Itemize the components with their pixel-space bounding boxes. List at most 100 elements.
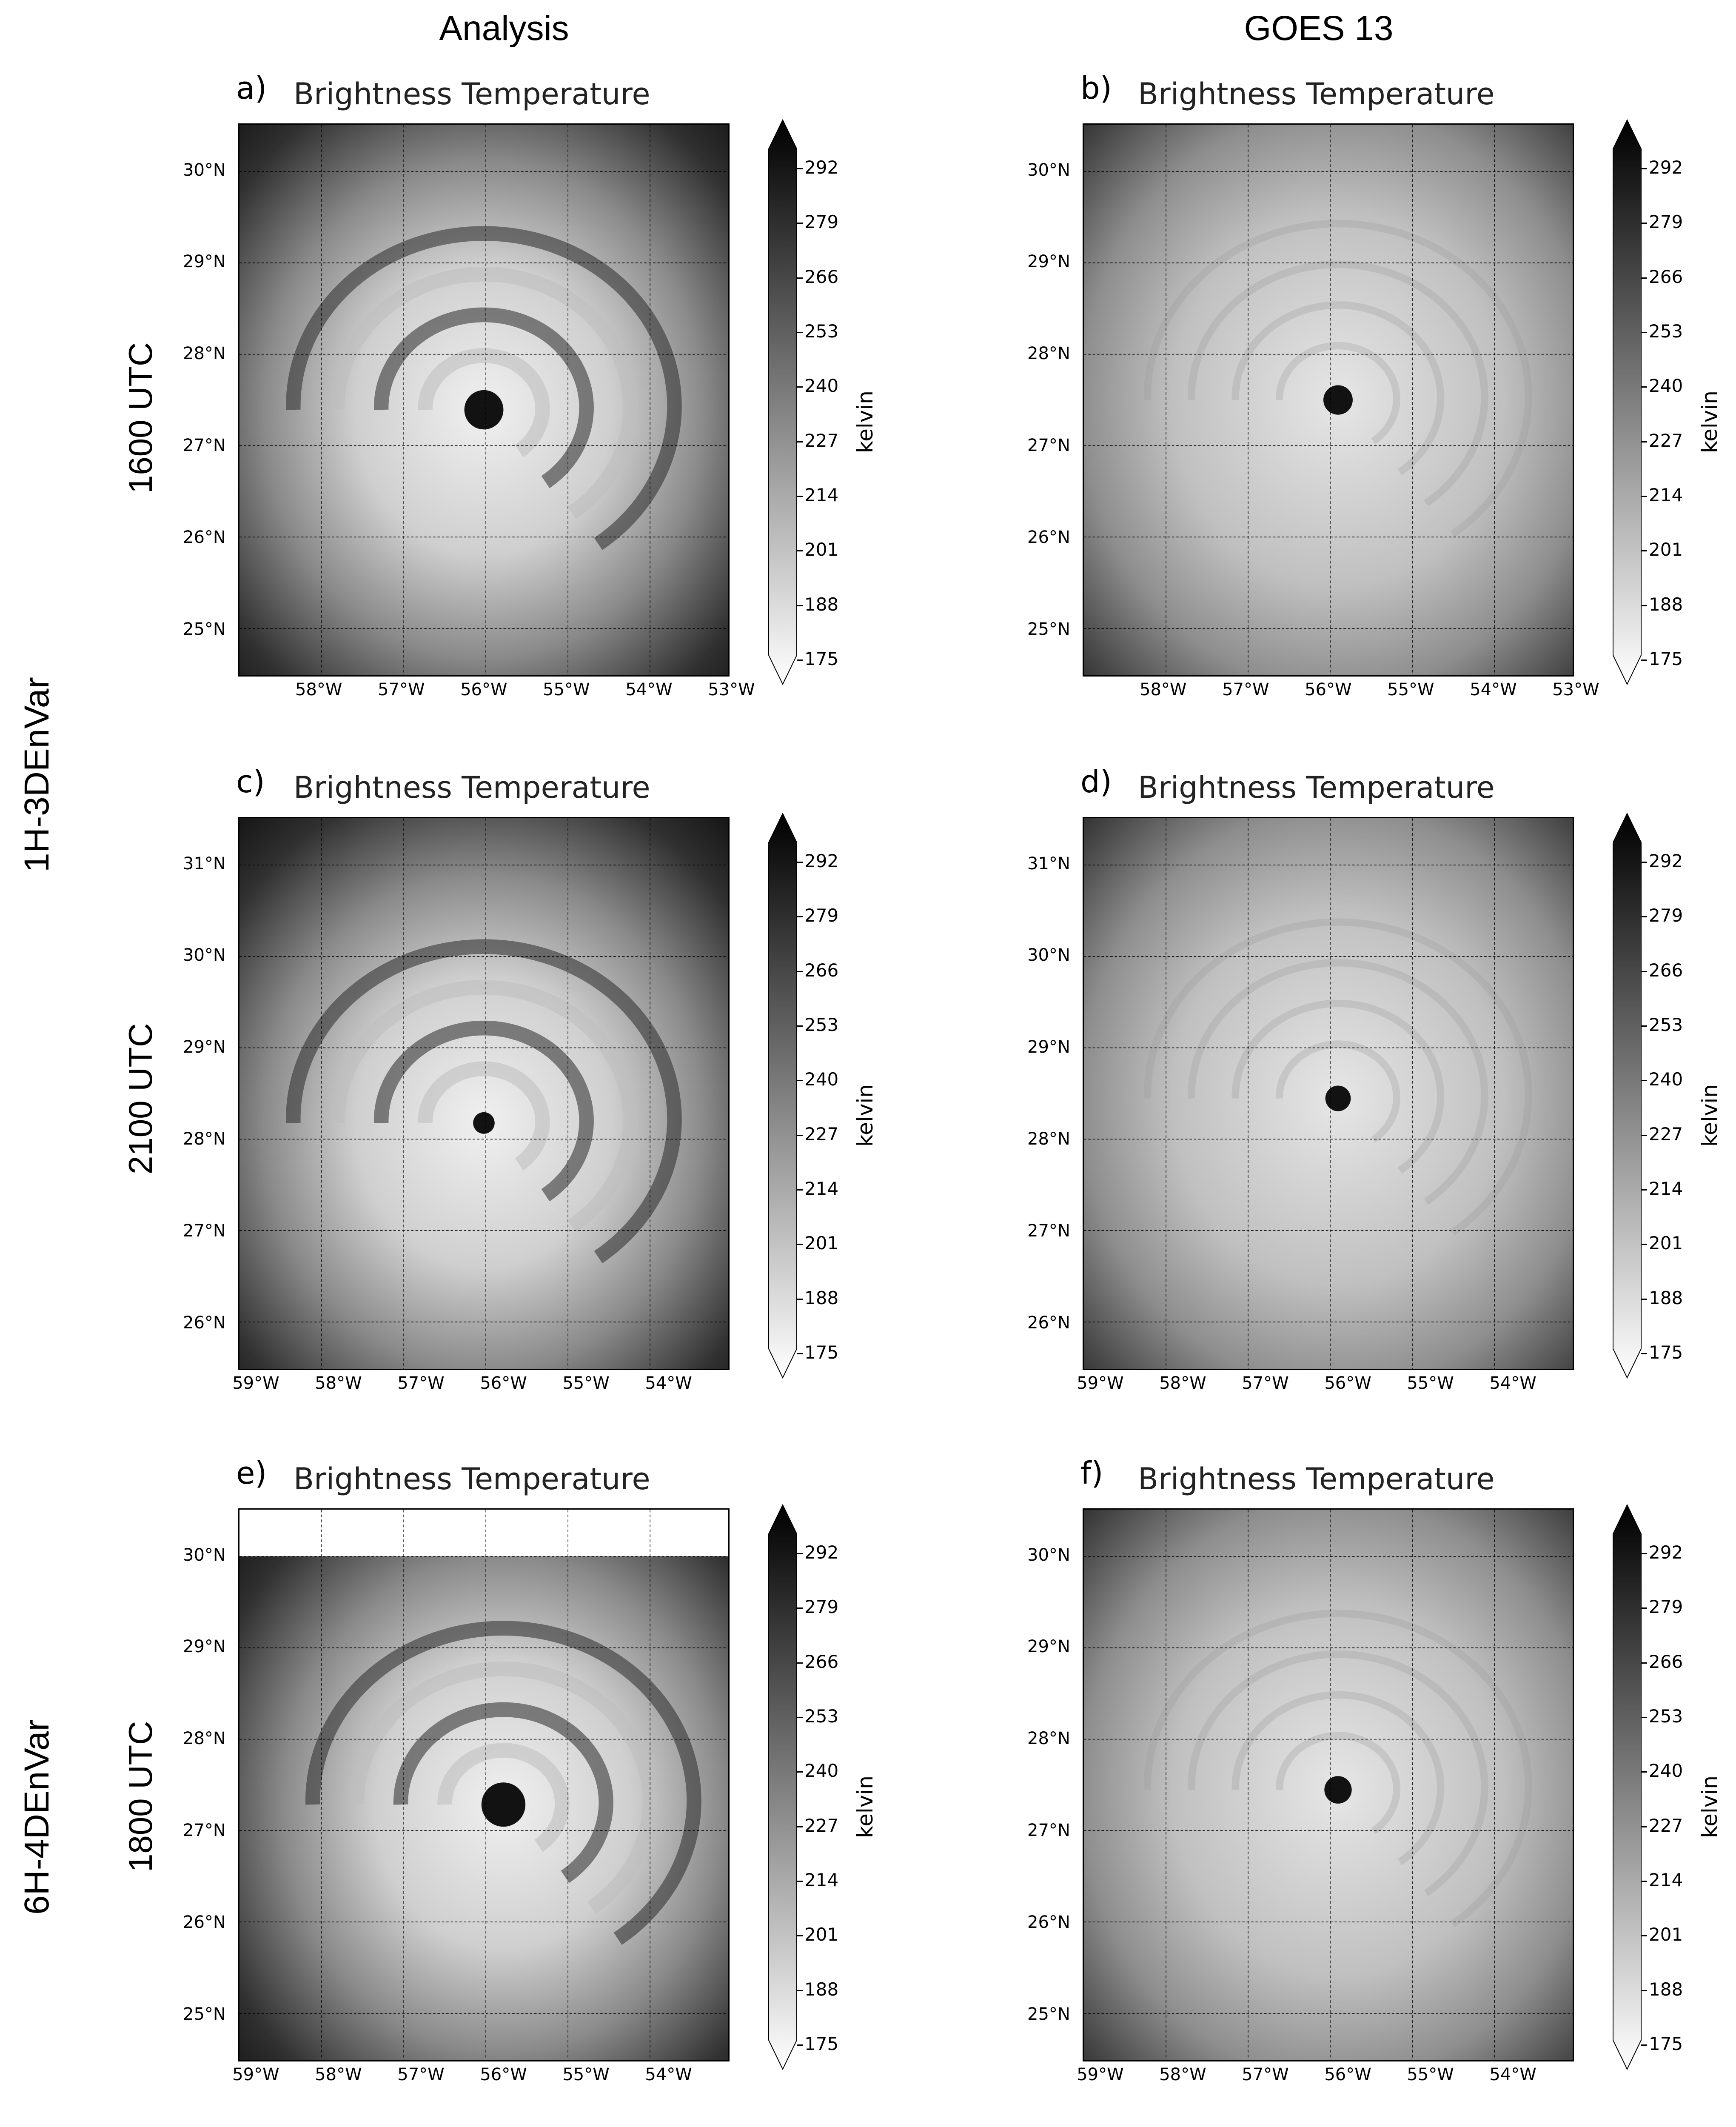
longitude-tick-label: 57°W bbox=[1242, 2065, 1289, 2084]
colorbar-tick-mark bbox=[797, 277, 803, 279]
spiral-band bbox=[1188, 260, 1488, 506]
group-label-3denvar: 1H-3DEnVar bbox=[17, 677, 56, 872]
colorbar-tick-label: 227 bbox=[804, 1815, 839, 1836]
colorbar-tick-mark bbox=[1641, 277, 1647, 279]
panel-title: Brightness Temperature bbox=[1138, 77, 1495, 111]
colorbar-tick-label: 240 bbox=[1649, 1069, 1683, 1090]
latitude-tick-label: 26°N bbox=[1027, 1912, 1070, 1932]
colorbar-tick-mark bbox=[1641, 1662, 1647, 1664]
spiral-band bbox=[349, 1662, 658, 1914]
colorbar-tick-mark bbox=[1641, 916, 1647, 918]
colorbar-unit-label: kelvin bbox=[853, 391, 878, 453]
colorbar-tick-label: 201 bbox=[1649, 539, 1683, 560]
brightness-temperature-image bbox=[239, 818, 728, 1369]
colorbar-tick-mark bbox=[797, 1717, 803, 1718]
colorbar-tick-label: 214 bbox=[804, 1870, 839, 1890]
latitude-tick-label: 28°N bbox=[183, 1729, 226, 1749]
colorbar-tick-mark bbox=[1641, 1881, 1647, 1882]
colorbar-unit-label: kelvin bbox=[1697, 1776, 1722, 1838]
colorbar-tick-mark bbox=[1641, 1771, 1647, 1773]
colorbar-gradient bbox=[1613, 1504, 1642, 2070]
latitude-tick-label: 26°N bbox=[1027, 527, 1070, 547]
colorbar-tick-mark bbox=[1641, 605, 1647, 606]
latitude-tick-label: 29°N bbox=[183, 252, 226, 272]
colorbar bbox=[768, 119, 798, 685]
longitude-tick-label: 55°W bbox=[1387, 680, 1434, 699]
colorbar-gradient bbox=[768, 119, 797, 685]
longitude-tick-label: 56°W bbox=[1305, 680, 1352, 699]
latitude-tick-label: 28°N bbox=[1027, 1729, 1070, 1749]
latitude-tick-label: 27°N bbox=[1027, 1820, 1070, 1840]
hurricane-eye bbox=[1323, 385, 1353, 415]
colorbar-tick-mark bbox=[1641, 441, 1647, 443]
latitude-tick-label: 29°N bbox=[1027, 252, 1070, 272]
brightness-temperature-image bbox=[1084, 1510, 1573, 2060]
spiral-band bbox=[1143, 1610, 1533, 1927]
latitude-tick-label: 30°N bbox=[183, 160, 226, 180]
colorbar-tick-mark bbox=[797, 1771, 803, 1773]
spiral-band bbox=[1231, 999, 1445, 1174]
colorbar-tick-mark bbox=[797, 660, 803, 661]
colorbar-tick-label: 292 bbox=[1649, 157, 1683, 178]
colorbar-tick-mark bbox=[1641, 168, 1647, 169]
colorbar-tick-label: 292 bbox=[804, 851, 839, 871]
panel-title: Brightness Temperature bbox=[294, 77, 650, 111]
colorbar-tick-label: 227 bbox=[804, 430, 839, 451]
colorbar-tick-label: 227 bbox=[804, 1123, 839, 1145]
colorbar-tick-mark bbox=[1641, 1298, 1647, 1300]
row-time-2100: 2100 UTC bbox=[122, 1023, 159, 1175]
colorbar-tick-label: 188 bbox=[1649, 594, 1683, 615]
cloud-field bbox=[239, 818, 728, 1369]
colorbar-tick-mark bbox=[1641, 1826, 1647, 1827]
column-title-analysis: Analysis bbox=[439, 9, 569, 48]
colorbar-tick-label: 201 bbox=[804, 1924, 839, 1945]
longitude-tick-label: 59°W bbox=[1077, 2065, 1124, 2084]
colorbar-tick-label: 253 bbox=[1649, 1706, 1683, 1727]
hurricane-eye bbox=[473, 1112, 495, 1134]
latitude-tick-label: 26°N bbox=[183, 1313, 226, 1333]
panel-label: e) bbox=[236, 1455, 267, 1491]
longitude-tick-label: 58°W bbox=[295, 680, 342, 699]
colorbar-tick-label: 292 bbox=[804, 157, 839, 178]
colorbar-tick-label: 201 bbox=[1649, 1233, 1683, 1254]
hurricane-eye bbox=[1325, 1085, 1351, 1111]
row-time-1600: 1600 UTC bbox=[122, 342, 159, 494]
colorbar-tick-mark bbox=[1641, 1134, 1647, 1136]
colorbar-tick-label: 214 bbox=[804, 1178, 839, 1199]
colorbar-tick-label: 175 bbox=[1649, 1342, 1683, 1363]
colorbar-tick-mark bbox=[797, 1935, 803, 1937]
spiral-band bbox=[393, 1702, 613, 1883]
colorbar-tick-label: 227 bbox=[1649, 1815, 1683, 1836]
colorbar-tick-mark bbox=[1641, 1244, 1647, 1245]
colorbar-tick-label: 240 bbox=[804, 375, 839, 397]
map-panel bbox=[1083, 1508, 1574, 2061]
colorbar-tick-label: 188 bbox=[804, 594, 839, 615]
panel-title: Brightness Temperature bbox=[294, 770, 650, 805]
colorbar-tick-mark bbox=[797, 386, 803, 388]
colorbar-tick-label: 253 bbox=[804, 1706, 839, 1727]
panel-label: c) bbox=[236, 764, 265, 799]
colorbar-gradient bbox=[1613, 119, 1642, 685]
spiral-band bbox=[286, 226, 682, 550]
colorbar-tick-mark bbox=[1641, 660, 1647, 661]
colorbar-tick-label: 279 bbox=[1649, 905, 1683, 926]
colorbar-tick-mark bbox=[797, 916, 803, 918]
colorbar-tick-label: 279 bbox=[804, 905, 839, 926]
longitude-tick-label: 55°W bbox=[562, 2065, 610, 2084]
colorbar-tick-label: 279 bbox=[1649, 1596, 1683, 1618]
colorbar-tick-mark bbox=[797, 1189, 803, 1191]
colorbar-tick-label: 188 bbox=[1649, 1979, 1683, 2000]
colorbar-tick-label: 214 bbox=[1649, 485, 1683, 505]
colorbar-tick-label: 214 bbox=[804, 485, 839, 505]
colorbar-tick-mark bbox=[1641, 2044, 1647, 2046]
map-panel bbox=[238, 1508, 730, 2061]
hurricane-eye bbox=[464, 390, 504, 430]
colorbar-tick-mark bbox=[1641, 1717, 1647, 1718]
colorbar-tick-mark bbox=[1641, 1353, 1647, 1354]
longitude-tick-label: 54°W bbox=[625, 680, 673, 699]
latitude-tick-label: 28°N bbox=[1027, 1129, 1070, 1149]
spiral-band bbox=[418, 348, 550, 457]
colorbar-tick-label: 175 bbox=[804, 648, 839, 669]
colorbar-unit-label: kelvin bbox=[1697, 391, 1722, 453]
colorbar-tick-mark bbox=[797, 1990, 803, 1991]
